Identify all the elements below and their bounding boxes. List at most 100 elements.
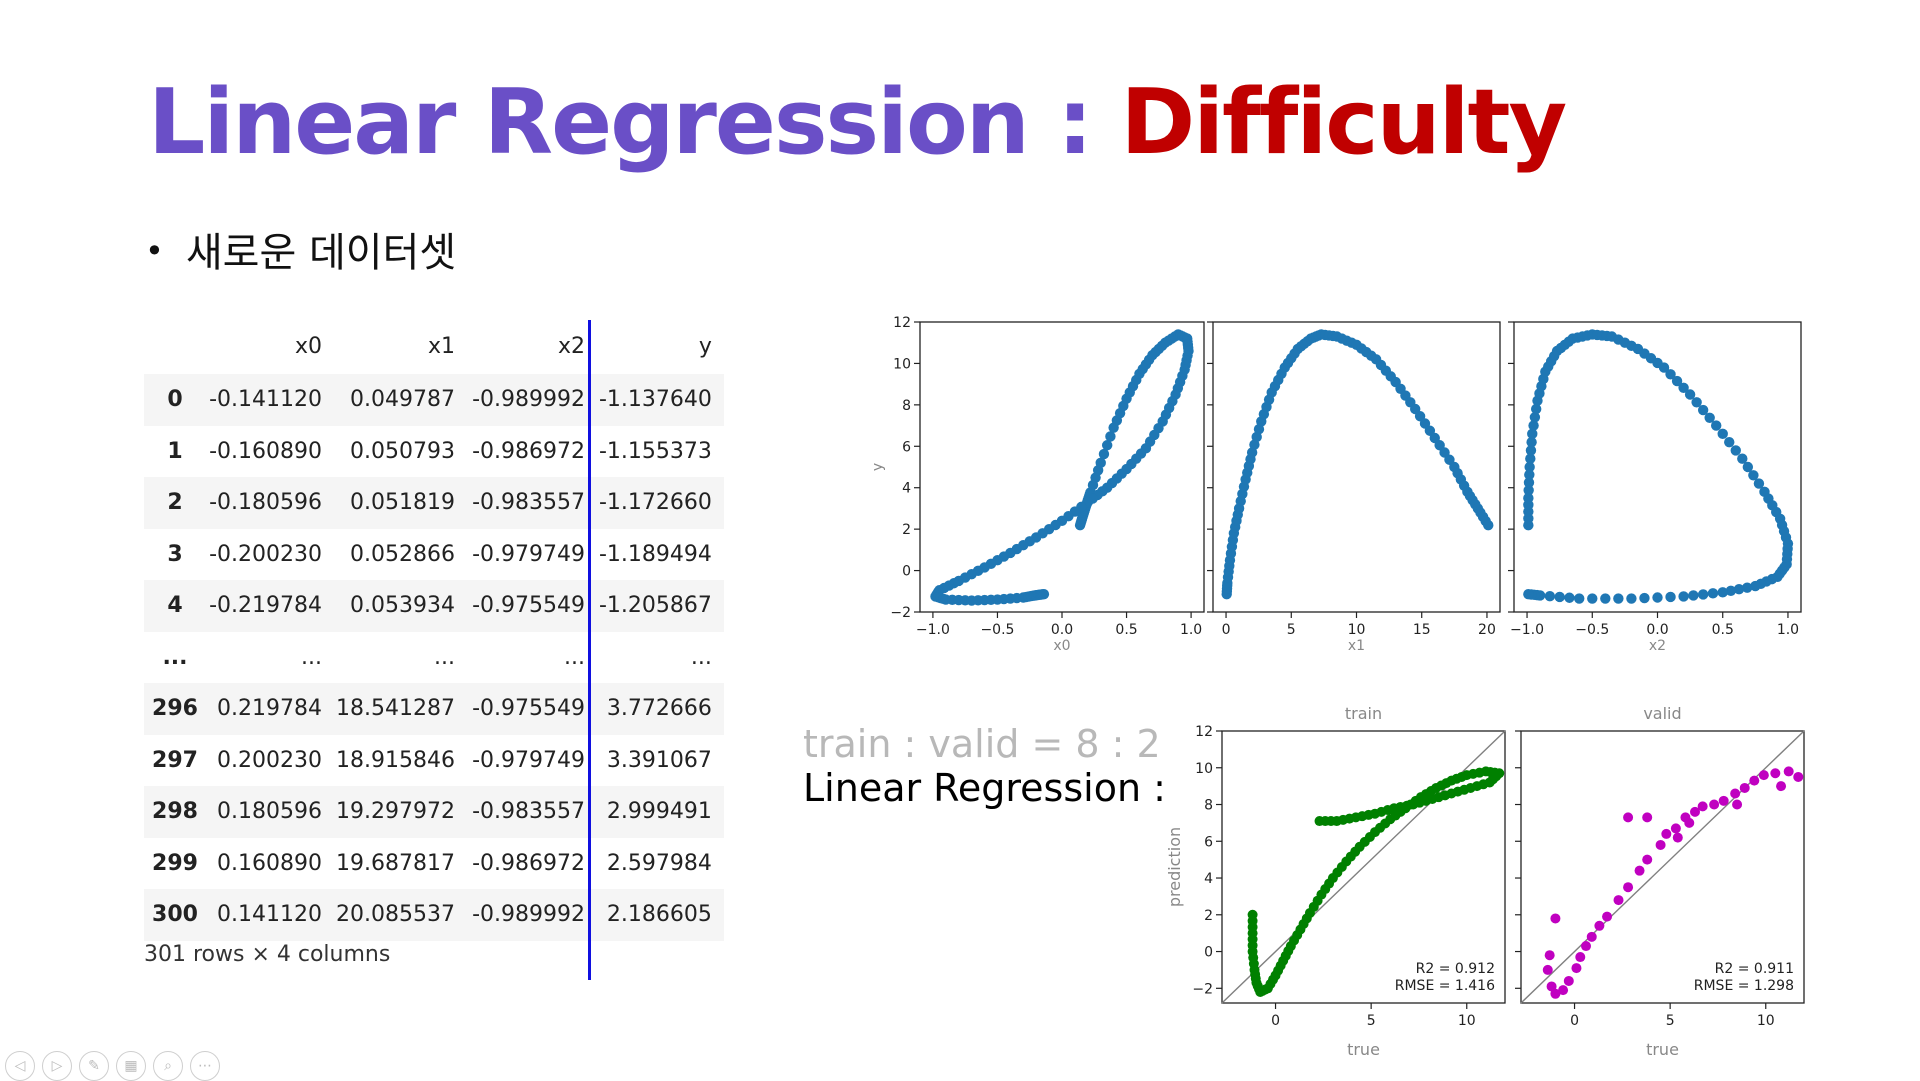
data-point: [1594, 920, 1605, 931]
x-axis-label: x1: [1348, 638, 1365, 654]
row-index: 1: [167, 438, 183, 464]
cell-x0: -0.141120: [209, 387, 322, 413]
data-point: [1709, 799, 1720, 810]
cell-x0: 0.200230: [217, 747, 322, 773]
data-point: [1770, 768, 1781, 779]
data-point: [1758, 770, 1769, 781]
row-index: 298: [152, 799, 198, 825]
column-header-x1: x1: [427, 333, 455, 359]
cell-x0: -0.200230: [209, 541, 322, 567]
cell-x2: -0.975549: [472, 593, 585, 619]
cell-y: 2.999491: [606, 799, 712, 825]
metric-annotation: RMSE = 1.416: [1395, 978, 1495, 994]
data-point: [1586, 931, 1597, 942]
cell-x2: -0.986972: [472, 850, 585, 876]
column-header-y: y: [698, 333, 712, 359]
x-tick-label: 10: [1458, 1013, 1476, 1029]
cell-x0: -0.219784: [209, 593, 322, 619]
data-point: [1717, 587, 1728, 598]
row-index: 296: [152, 696, 198, 722]
data-point: [1793, 771, 1804, 782]
x-tick-label: −1.0: [1510, 622, 1544, 638]
cell-x2: ...: [564, 644, 585, 670]
cell-x2: -0.983557: [472, 799, 585, 825]
data-point: [1697, 404, 1709, 416]
cell-x1: 0.050793: [350, 438, 455, 464]
table-header-row: x0 x1 x2 y: [144, 318, 724, 374]
data-point: [1697, 589, 1709, 600]
x-tick-label: 5: [1666, 1013, 1675, 1029]
data-point: [1665, 369, 1676, 380]
cell-x0: -0.180596: [209, 490, 322, 516]
data-point: [1571, 963, 1582, 974]
table-row: 299 0.160890 19.687817 -0.986972 2.597984: [144, 838, 724, 890]
x-tick-label: 0.0: [1646, 622, 1668, 638]
y-tick-label: 10: [893, 356, 911, 372]
x-tick-label: 5: [1367, 1013, 1376, 1029]
data-point: [1678, 591, 1689, 602]
data-point: [1581, 941, 1592, 952]
x-tick-label: 0.5: [1115, 622, 1137, 638]
x-tick-label: 5: [1287, 622, 1296, 638]
data-point: [1678, 382, 1689, 393]
y-tick-label: 0: [1204, 945, 1213, 961]
data-point: [1523, 492, 1534, 504]
cell-x0: 0.180596: [217, 799, 322, 825]
cell-y: -1.172660: [598, 490, 712, 516]
nav-pen-icon[interactable]: ✎: [79, 1051, 109, 1081]
nav-slides-icon[interactable]: ▦: [116, 1051, 146, 1081]
cell-x2: -0.983557: [472, 490, 585, 516]
data-point: [1652, 592, 1663, 603]
y-tick-label: 10: [1195, 761, 1213, 777]
data-point: [1655, 839, 1666, 850]
cell-x2: -0.989992: [472, 387, 585, 413]
slide-title: Linear Regression : Difficulty: [148, 68, 1567, 178]
nav-zoom-icon[interactable]: ⌕: [153, 1051, 183, 1081]
y-tick-label: 6: [1204, 834, 1213, 850]
data-point: [1563, 975, 1574, 986]
nav-previous-icon[interactable]: ◁: [5, 1051, 35, 1081]
data-point: [1613, 593, 1624, 604]
cell-x2: -0.975549: [472, 696, 585, 722]
data-point: [1546, 981, 1557, 992]
x-tick-label: 1.0: [1180, 622, 1202, 638]
x-tick-label: 0.0: [1051, 622, 1073, 638]
y-tick-label: 8: [1204, 798, 1213, 814]
cell-x1: 0.053934: [350, 593, 455, 619]
data-point: [1575, 952, 1586, 963]
y-tick-label: 12: [893, 315, 911, 331]
data-point: [1613, 895, 1624, 906]
plot-frame: [919, 321, 1205, 613]
data-point: [1730, 788, 1741, 799]
y-tick-label: 2: [902, 522, 911, 538]
cell-x1: 18.915846: [336, 747, 455, 773]
data-point: [1730, 445, 1741, 456]
data-point: [1642, 812, 1653, 823]
cell-y: 2.597984: [606, 850, 712, 876]
data-point: [1529, 412, 1541, 423]
cell-x0: ...: [301, 644, 322, 670]
bullet-point: • 새로운 데이터셋: [145, 220, 456, 278]
nav-more-icon[interactable]: ⋯: [190, 1051, 220, 1081]
y-tick-label: 2: [1204, 908, 1213, 924]
data-point: [1717, 428, 1728, 440]
data-point: [1544, 950, 1555, 961]
data-point: [1095, 457, 1106, 469]
column-separator-line: [588, 320, 591, 980]
data-point: [1690, 806, 1701, 817]
plot-frame: [1520, 730, 1805, 1004]
data-point: [1600, 593, 1611, 604]
nav-next-icon[interactable]: ▷: [42, 1051, 72, 1081]
cell-x0: -0.160890: [209, 438, 322, 464]
x-tick-label: 20: [1478, 622, 1496, 638]
table-row: ...............: [144, 632, 724, 684]
y-axis-label: y: [870, 463, 886, 471]
data-point: [1749, 775, 1760, 786]
metric-annotation: RMSE = 1.298: [1694, 978, 1794, 994]
data-point: [1707, 588, 1719, 599]
row-index: 300: [152, 902, 198, 928]
data-point: [1528, 420, 1539, 431]
data-point: [1564, 592, 1575, 603]
title-part-regression: Linear Regression :: [148, 70, 1121, 175]
data-point: [1526, 436, 1537, 448]
